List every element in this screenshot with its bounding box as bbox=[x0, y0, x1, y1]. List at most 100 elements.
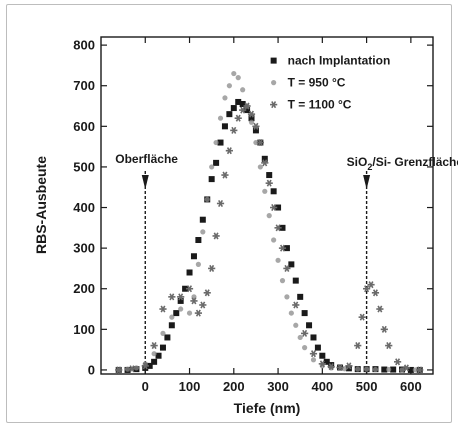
series-1-point bbox=[217, 139, 224, 146]
series-3-point bbox=[230, 126, 238, 134]
series-1-point bbox=[252, 127, 259, 134]
series-1-point bbox=[151, 358, 158, 365]
series-3-point bbox=[115, 366, 123, 374]
series-1-point bbox=[221, 123, 228, 130]
series-3-point bbox=[274, 224, 282, 232]
y-tick-label: 300 bbox=[73, 241, 95, 256]
y-tick-label: 600 bbox=[73, 119, 95, 134]
series-1-point bbox=[270, 188, 277, 195]
x-tick-label: 600 bbox=[400, 379, 422, 394]
series-2-point bbox=[186, 310, 193, 316]
series-2-point bbox=[386, 366, 392, 373]
plot-area bbox=[100, 36, 434, 375]
series-1-point bbox=[328, 362, 335, 369]
series-3-point bbox=[270, 204, 278, 212]
legend-label-1: nach Implantation bbox=[288, 54, 391, 68]
series-3-point bbox=[318, 360, 326, 368]
legend-label-3: T = 1100 °C bbox=[288, 98, 352, 112]
series-3-point bbox=[292, 301, 300, 309]
series-1-point bbox=[146, 362, 153, 369]
series-2-point bbox=[284, 294, 290, 300]
data-series bbox=[115, 70, 424, 374]
y-tick-label: 800 bbox=[73, 38, 95, 53]
series-1-point bbox=[390, 366, 397, 373]
series-1-point bbox=[275, 204, 282, 211]
series-2-point bbox=[160, 330, 166, 336]
series-1-point bbox=[261, 155, 268, 162]
series-3-point bbox=[371, 289, 380, 297]
series-3-point bbox=[190, 297, 198, 305]
y-axis-label: RBS-Ausbeute bbox=[33, 156, 49, 254]
series-3-point bbox=[416, 366, 424, 374]
series-2-point bbox=[133, 365, 140, 371]
y-tick-label: 500 bbox=[73, 159, 95, 174]
series-3-point bbox=[256, 139, 264, 147]
series-2-point bbox=[178, 306, 184, 312]
series-1-point bbox=[177, 297, 184, 304]
series-3-point bbox=[393, 358, 402, 366]
series-3-point bbox=[150, 342, 158, 350]
series-3-point bbox=[216, 199, 225, 207]
series-3-point bbox=[141, 362, 149, 370]
series-2-point bbox=[279, 278, 286, 284]
y-tick-label: 0 bbox=[88, 362, 95, 377]
series-3-point bbox=[168, 293, 176, 301]
series-3-point bbox=[380, 325, 388, 333]
series-1-point bbox=[159, 344, 166, 351]
series-3-point bbox=[327, 363, 335, 371]
series-3 bbox=[115, 102, 424, 374]
series-1-point bbox=[199, 216, 206, 223]
series-1-point bbox=[186, 269, 193, 276]
series-2-point bbox=[271, 237, 277, 243]
series-1-point bbox=[244, 107, 251, 114]
series-2-point bbox=[355, 366, 361, 372]
series-3-point bbox=[128, 365, 136, 373]
series-1-point bbox=[142, 364, 149, 371]
series-1-point bbox=[195, 237, 202, 244]
series-3-point bbox=[194, 309, 202, 317]
series-3-point bbox=[358, 313, 366, 321]
series-1-point bbox=[283, 245, 290, 252]
interface-annotation: SiO2/Si- Grenzfläche bbox=[347, 155, 458, 172]
x-tick-label: 400 bbox=[311, 379, 333, 394]
series-1-point bbox=[230, 105, 237, 112]
series-2-point bbox=[217, 115, 224, 121]
series-3-point bbox=[212, 232, 220, 240]
series-1-point bbox=[301, 310, 308, 317]
series-2-point bbox=[297, 334, 303, 341]
series-1-point bbox=[306, 322, 313, 329]
series-3-point bbox=[283, 264, 291, 272]
x-axis-label: Tiefe (nm) bbox=[234, 400, 301, 416]
interface-label-main: SiO bbox=[347, 155, 368, 169]
interface-label-rest: /Si- Grenzfläche bbox=[372, 155, 458, 169]
series-1-point bbox=[345, 365, 352, 372]
series-2-point bbox=[310, 357, 317, 363]
series-1-point bbox=[235, 98, 242, 105]
series-3-point bbox=[309, 350, 318, 358]
series-1-point bbox=[266, 172, 273, 179]
series-1-point bbox=[319, 352, 326, 359]
series-3-point bbox=[185, 285, 194, 293]
series-2-point bbox=[257, 164, 263, 170]
legend-marker-3 bbox=[270, 101, 278, 109]
series-3-point bbox=[252, 122, 260, 130]
series-2-point bbox=[253, 139, 259, 146]
series-1-point bbox=[155, 352, 162, 359]
series-1-point bbox=[323, 358, 330, 365]
series-2-point bbox=[195, 261, 201, 267]
series-2-point bbox=[213, 139, 219, 146]
series-1-point bbox=[239, 100, 246, 107]
legend-marker-2 bbox=[271, 80, 277, 86]
interface-arrow-icon bbox=[363, 175, 371, 190]
series-3-point bbox=[225, 147, 233, 155]
series-1-point bbox=[182, 285, 189, 292]
series-3-point bbox=[301, 329, 309, 337]
series-2-point bbox=[226, 83, 232, 89]
series-1-point bbox=[208, 176, 215, 183]
series-1-point bbox=[297, 293, 304, 300]
series-3-point bbox=[243, 102, 251, 110]
series-3-point bbox=[367, 281, 375, 289]
series-2-point bbox=[372, 366, 379, 373]
series-3-point bbox=[239, 106, 247, 114]
series-1-point bbox=[164, 334, 171, 341]
